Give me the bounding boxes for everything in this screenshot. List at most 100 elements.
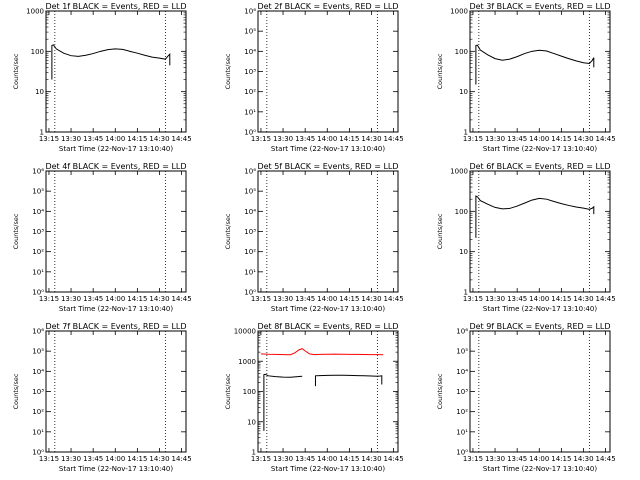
x-tick-label: 13:30 <box>273 135 293 143</box>
x-tick-label: 14:00 <box>105 455 125 463</box>
y-tick-label: 1 <box>40 129 44 137</box>
detector-panel-4: Det 4f BLACK = Events, RED = LLD Counts/s… <box>12 162 192 313</box>
detector-panel-9: Det 9f BLACK = Events, RED = LLD Counts/s… <box>436 322 616 473</box>
x-tick-label: 14:30 <box>573 295 593 303</box>
panel-title: Det 8f BLACK = Events, RED = LLD <box>257 322 398 331</box>
x-tick-label: 13:15 <box>463 295 483 303</box>
x-tick-label: 13:45 <box>83 135 103 143</box>
x-tick-label: 14:45 <box>595 295 615 303</box>
y-tick-label: 10⁵ <box>456 348 468 356</box>
y-tick-label: 10¹ <box>456 428 468 436</box>
y-tick-label: 1 <box>464 289 468 297</box>
lld-series-line <box>260 348 384 356</box>
x-tick-label: 14:00 <box>317 295 337 303</box>
detector-panel-7: Det 7f BLACK = Events, RED = LLD Counts/s… <box>12 322 192 473</box>
y-tick-label: 10⁴ <box>244 208 256 216</box>
x-axis-label: Start Time (22-Nov-17 13:10:40) <box>271 145 385 153</box>
x-tick-label: 14:00 <box>317 455 337 463</box>
x-tick-label: 14:30 <box>361 455 381 463</box>
x-tick-label: 14:45 <box>383 455 403 463</box>
y-tick-label: 10⁶ <box>32 168 44 176</box>
y-tick-label: 1 <box>252 449 256 457</box>
x-tick-label: 14:45 <box>171 455 191 463</box>
y-tick-label: 10⁶ <box>32 328 44 336</box>
panel-title: Det 2f BLACK = Events, RED = LLD <box>257 2 398 11</box>
y-tick-label: 10⁶ <box>244 8 256 16</box>
x-tick-label: 14:30 <box>361 135 381 143</box>
x-tick-label: 14:45 <box>595 455 615 463</box>
x-tick-label: 13:15 <box>251 455 271 463</box>
y-tick-label: 10³ <box>32 388 44 396</box>
plot-frame <box>469 170 611 293</box>
plot-frame <box>469 10 611 133</box>
y-tick-label: 10⁵ <box>244 188 256 196</box>
x-tick-label: 13:30 <box>273 295 293 303</box>
x-tick-label: 14:30 <box>573 135 593 143</box>
x-tick-label: 13:45 <box>507 135 527 143</box>
panel-title: Det 5f BLACK = Events, RED = LLD <box>257 162 398 171</box>
y-tick-label: 10¹ <box>244 108 256 116</box>
y-tick-label: 10⁰ <box>456 449 468 457</box>
x-tick-label: 14:45 <box>383 135 403 143</box>
y-axis-label: Counts/sec <box>12 213 20 249</box>
y-tick-label: 1 <box>464 129 468 137</box>
y-axis-label: Counts/sec <box>436 213 444 249</box>
x-tick-label: 13:15 <box>39 295 59 303</box>
x-tick-label: 13:30 <box>273 455 293 463</box>
x-axis-label: Start Time (22-Nov-17 13:10:40) <box>483 465 597 473</box>
x-axis-label: Start Time (22-Nov-17 13:10:40) <box>59 145 173 153</box>
y-tick-label: 100 <box>455 48 468 56</box>
x-tick-label: 14:30 <box>573 455 593 463</box>
events-series-line <box>475 195 595 238</box>
x-tick-label: 14:15 <box>551 295 571 303</box>
x-tick-label: 13:30 <box>61 295 81 303</box>
y-tick-label: 10⁰ <box>32 449 44 457</box>
y-tick-label: 10000 <box>234 328 256 336</box>
x-tick-label: 14:15 <box>127 295 147 303</box>
x-tick-label: 14:30 <box>149 295 169 303</box>
events-series-line <box>51 44 171 80</box>
y-tick-label: 10 <box>459 88 468 96</box>
x-tick-label: 13:30 <box>485 295 505 303</box>
x-tick-label: 13:45 <box>507 455 527 463</box>
y-tick-label: 10² <box>244 88 256 96</box>
x-tick-label: 14:30 <box>149 135 169 143</box>
x-tick-label: 13:15 <box>39 135 59 143</box>
y-axis-label: Counts/sec <box>224 53 232 89</box>
panel-title: Det 7f BLACK = Events, RED = LLD <box>45 322 186 331</box>
x-tick-label: 14:00 <box>529 455 549 463</box>
x-tick-label: 14:45 <box>171 295 191 303</box>
x-tick-label: 13:15 <box>39 455 59 463</box>
panel-title: Det 6f BLACK = Events, RED = LLD <box>469 162 610 171</box>
y-axis-label: Counts/sec <box>224 213 232 249</box>
x-tick-label: 13:30 <box>61 135 81 143</box>
x-tick-label: 13:30 <box>485 455 505 463</box>
x-tick-label: 13:15 <box>463 455 483 463</box>
y-axis-label: Counts/sec <box>224 373 232 409</box>
detector-panel-1: Det 1f BLACK = Events, RED = LLD Counts/s… <box>12 2 192 153</box>
x-axis-label: Start Time (22-Nov-17 13:10:40) <box>59 465 173 473</box>
plot-frame <box>45 10 187 133</box>
plot-frame <box>257 10 399 133</box>
y-tick-label: 10⁵ <box>32 348 44 356</box>
x-tick-label: 14:45 <box>595 135 615 143</box>
y-tick-label: 10² <box>244 248 256 256</box>
detector-panel-2: Det 2f BLACK = Events, RED = LLD Counts/s… <box>224 2 404 153</box>
x-tick-label: 14:00 <box>317 135 337 143</box>
x-axis-label: Start Time (22-Nov-17 13:10:40) <box>271 305 385 313</box>
plot-frame <box>45 330 187 453</box>
y-tick-label: 10⁰ <box>244 129 256 137</box>
plot-frame <box>45 170 187 293</box>
y-tick-label: 10³ <box>32 228 44 236</box>
plot-frame <box>257 170 399 293</box>
y-tick-label: 10² <box>32 408 44 416</box>
x-axis-label: Start Time (22-Nov-17 13:10:40) <box>59 305 173 313</box>
y-tick-label: 10³ <box>456 388 468 396</box>
x-tick-label: 13:45 <box>83 455 103 463</box>
x-tick-label: 14:00 <box>105 135 125 143</box>
y-tick-label: 10⁶ <box>244 168 256 176</box>
y-tick-label: 10³ <box>244 68 256 76</box>
x-tick-label: 13:45 <box>295 295 315 303</box>
